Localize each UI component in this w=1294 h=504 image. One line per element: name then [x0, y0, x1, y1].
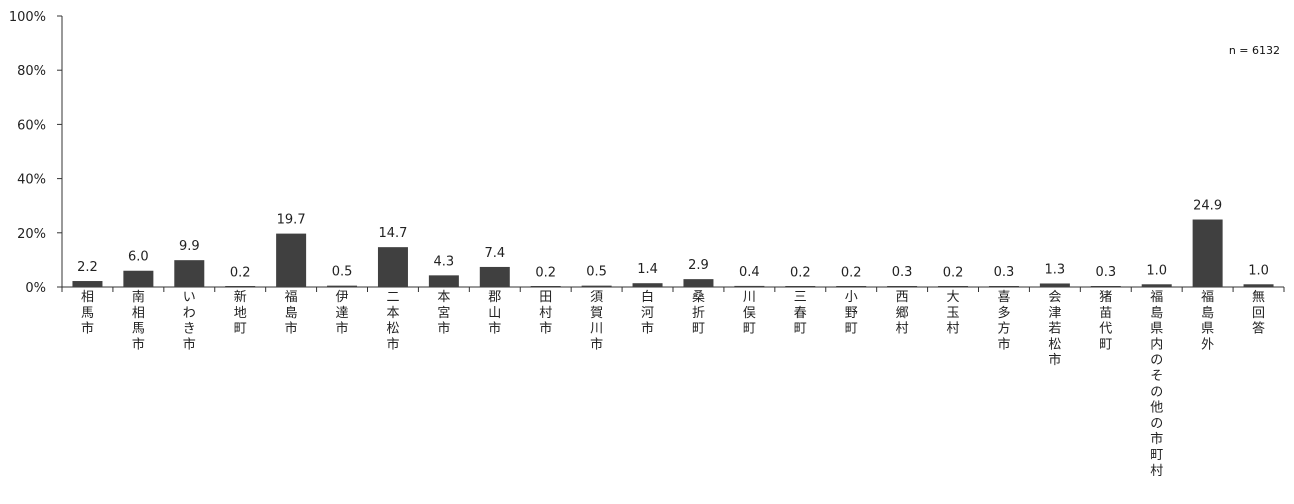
data-label: 6.0: [128, 250, 149, 265]
data-label: 0.3: [994, 265, 1015, 280]
chart-labels: 2.2 相馬市 6.0 南相馬市 9.9 いわき市 0.2 新地町 19.7 福島市 0.5 伊達市 1…: [77, 199, 1269, 479]
bar: [836, 286, 867, 287]
y-tick-label: 0%: [25, 281, 46, 296]
bar: [225, 286, 256, 287]
y-tick-label: 40%: [17, 173, 46, 188]
category-label: 南相馬市: [132, 289, 145, 352]
bar: [428, 275, 459, 287]
bar: [1141, 284, 1172, 287]
category-label: 桑折町: [692, 290, 705, 337]
category-label: 大玉村: [947, 290, 960, 337]
y-tick-label: 60%: [17, 118, 46, 133]
bar: [887, 286, 918, 287]
category-label: 喜多方市: [997, 290, 1010, 352]
category-label: 二本松市: [386, 290, 399, 352]
bar: [530, 286, 561, 287]
category-label: 田村市: [539, 290, 552, 337]
data-label: 19.7: [277, 213, 306, 228]
bar: [174, 260, 205, 287]
category-label: 郡山市: [488, 290, 501, 337]
category-label: 福島市: [285, 290, 298, 337]
category-label: 西郷村: [896, 290, 909, 337]
category-label: 須賀川市: [590, 290, 603, 352]
bar: [377, 247, 408, 287]
chart-axes: 0% 20% 40% 60% 80% 100%: [9, 10, 1285, 296]
category-label: 福島県外: [1201, 290, 1214, 352]
bar: [581, 285, 612, 287]
data-label: 0.2: [943, 265, 964, 280]
data-label: 0.2: [230, 265, 251, 280]
data-label: 0.2: [790, 265, 811, 280]
bar: [683, 279, 714, 287]
data-label: 2.2: [77, 260, 98, 275]
y-tick-label: 20%: [17, 227, 46, 242]
category-label: 無回答: [1252, 290, 1265, 337]
y-tick-label: 100%: [9, 10, 46, 25]
bar: [276, 233, 307, 287]
data-label: 1.0: [1248, 263, 1269, 278]
data-label: 1.4: [637, 262, 658, 277]
data-label: 0.4: [739, 265, 760, 280]
bar: [785, 286, 816, 287]
bar: [988, 286, 1019, 287]
data-label: 24.9: [1193, 199, 1222, 214]
data-label: 0.2: [841, 265, 862, 280]
category-label: 福島県内のその他の市町村: [1150, 290, 1163, 479]
category-label: 相馬市: [81, 290, 94, 337]
category-label: 川俣町: [743, 290, 756, 337]
category-label: 伊達市: [336, 290, 349, 337]
category-label: 小野町: [845, 290, 858, 337]
data-label: 0.5: [332, 265, 353, 280]
bar: [1090, 286, 1121, 287]
data-label: 1.0: [1146, 263, 1167, 278]
bar: [632, 283, 663, 287]
sample-size-note: n = 6132: [1228, 44, 1280, 57]
category-label: 新地町: [234, 289, 247, 337]
category-label: 猪苗代町: [1099, 290, 1112, 352]
data-label: 0.2: [535, 265, 556, 280]
data-label: 9.9: [179, 239, 200, 254]
data-label: 1.3: [1045, 262, 1066, 277]
bar: [1243, 284, 1274, 287]
data-label: 0.3: [892, 265, 913, 280]
bar: [327, 285, 358, 287]
data-label: 7.4: [484, 246, 505, 261]
data-label: 0.3: [1095, 265, 1116, 280]
category-label: 会津若松市: [1048, 290, 1061, 368]
data-label: 0.5: [586, 265, 607, 280]
category-label: 三春町: [794, 290, 807, 337]
category-label: いわき市: [183, 290, 196, 352]
bar: [123, 270, 154, 287]
bar: [734, 285, 765, 287]
chart-bars: [72, 219, 1274, 287]
y-tick-label: 80%: [17, 64, 46, 79]
category-label: 白河市: [641, 289, 654, 337]
bar: [1192, 219, 1223, 287]
bar: [479, 266, 510, 287]
data-label: 2.9: [688, 258, 709, 273]
data-label: 4.3: [434, 254, 455, 269]
bar: [1039, 283, 1070, 287]
bar: [72, 281, 103, 287]
category-label: 本宮市: [437, 290, 450, 337]
data-label: 14.7: [378, 226, 407, 241]
bar: [938, 286, 969, 287]
